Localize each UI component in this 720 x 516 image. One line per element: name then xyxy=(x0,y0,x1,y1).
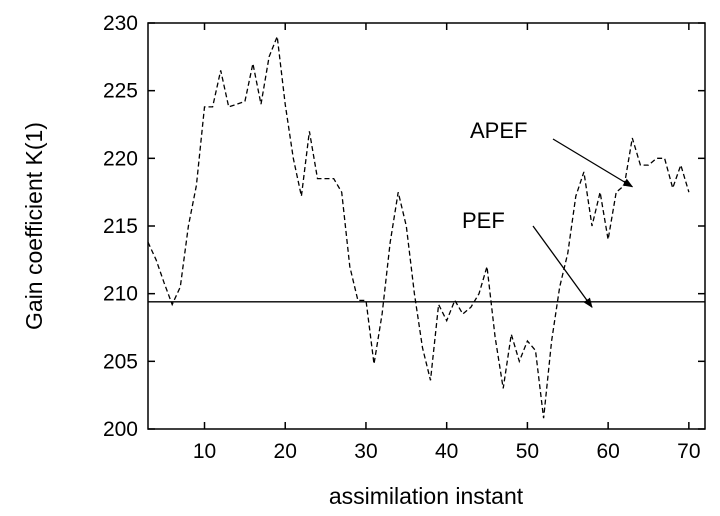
y-axis-title: Gain coefficient K(1) xyxy=(21,122,47,330)
x-tick-label: 30 xyxy=(354,440,377,463)
y-tick-label: 210 xyxy=(103,283,138,306)
x-tick-label: 60 xyxy=(596,440,619,463)
series-line-apef xyxy=(147,36,690,419)
annotation-arrow-apef xyxy=(552,138,634,188)
series-layer xyxy=(147,36,705,419)
x-axis-ticks: 10 20 30 40 50 60 70 xyxy=(193,23,701,463)
y-tick-label: 205 xyxy=(103,350,138,373)
x-tick-label: 70 xyxy=(677,440,700,463)
y-tick-label: 230 xyxy=(103,12,138,35)
y-tick-label: 225 xyxy=(103,80,138,103)
annotation-layer: APEF PEF xyxy=(462,118,634,309)
y-tick-label: 220 xyxy=(103,147,138,170)
x-tick-label: 50 xyxy=(516,440,539,463)
y-tick-label: 200 xyxy=(103,418,138,441)
x-tick-label: 40 xyxy=(435,440,458,463)
annotation-label-apef: APEF xyxy=(470,118,527,143)
x-axis-title: assimilation instant xyxy=(329,483,524,509)
annotation-arrow-pef xyxy=(532,225,593,309)
y-tick-label: 215 xyxy=(103,215,138,238)
y-axis-ticks: 200 205 210 215 220 225 230 xyxy=(103,12,705,441)
x-tick-label: 10 xyxy=(193,440,216,463)
x-tick-label: 20 xyxy=(274,440,297,463)
annotation-label-pef: PEF xyxy=(462,208,505,233)
